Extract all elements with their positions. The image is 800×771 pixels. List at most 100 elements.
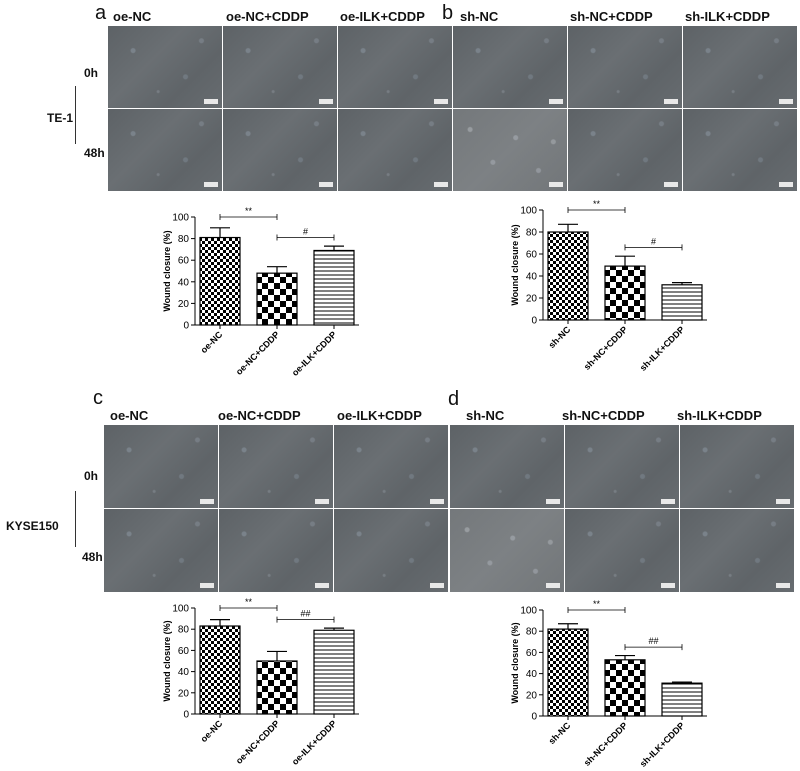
micrograph-kyse150-sh-nc-48h [449, 508, 565, 593]
bar [547, 231, 589, 321]
scale-bar [200, 499, 214, 504]
micrograph-kyse150-oe-ilk-cddp-48h [333, 508, 449, 593]
micrograph-te1-oe-ilk-cddp-0h [337, 25, 453, 109]
scale-bar [434, 99, 448, 104]
y-tick-label: 20 [526, 690, 538, 701]
bar [547, 628, 589, 717]
scale-bar [319, 99, 333, 104]
y-tick-label: 100 [520, 606, 537, 617]
bar [256, 272, 298, 326]
y-tick-label: 60 [526, 250, 538, 261]
y-tick-label: 100 [172, 604, 189, 615]
scale-bar [776, 583, 790, 588]
scale-bar [776, 499, 790, 504]
column-label: sh-ILK+CDDP [677, 408, 762, 423]
scale-bar [779, 182, 793, 187]
bar [604, 659, 646, 717]
y-tick-label: 40 [526, 669, 538, 680]
micrograph-te1-sh-nc-0h [452, 25, 568, 109]
micrograph-te1-sh-ilk-cddp-0h [682, 25, 798, 109]
micrograph-te1-sh-nc-cddp-48h [567, 108, 683, 192]
y-tick-label: 0 [531, 712, 537, 723]
bar [199, 236, 241, 326]
micrograph-kyse150-sh-nc-cddp-0h [564, 424, 680, 509]
significance-label: ## [300, 609, 310, 619]
y-tick-label: 20 [178, 299, 190, 310]
cell-line-label: KYSE150 [6, 519, 59, 533]
row-label-0h: 0h [84, 66, 99, 80]
scale-bar [549, 182, 563, 187]
significance-label: ** [593, 599, 601, 609]
y-tick-label: 80 [178, 625, 190, 636]
scale-bar [661, 583, 675, 588]
micrograph-te1-oe-nc-48h [107, 108, 223, 192]
significance-label: ## [648, 636, 658, 646]
panel-letter-c: c [93, 387, 103, 409]
x-tick-label: sh-ILK+CDDP [638, 720, 687, 769]
row-divider-line [75, 491, 76, 547]
panel-letter-d: d [448, 388, 460, 410]
scale-bar [546, 583, 560, 588]
bar-chart-c: 0 20 40 60 80 100 Wound closure (%) oe-NC oe-NC+… [160, 596, 370, 771]
y-tick-label: 0 [183, 710, 189, 721]
scale-bar [549, 99, 563, 104]
bar [199, 625, 241, 715]
scale-bar [204, 99, 218, 104]
scale-bar [661, 499, 675, 504]
micrograph-kyse150-oe-nc-cddp-48h [218, 508, 334, 593]
scale-bar [319, 182, 333, 187]
bar-chart-b: 0 20 40 60 80 100 Wound closure (%) sh-NC sh-NC+… [508, 198, 718, 383]
y-axis-label: Wound closure (%) [162, 230, 172, 311]
scale-bar [546, 499, 560, 504]
y-tick-label: 100 [520, 206, 537, 217]
x-tick-label: oe-NC [199, 329, 225, 355]
x-tick-label: sh-NC+CDDP [582, 720, 630, 768]
bar-chart-a: 0 20 40 60 80 100 Wound closure (%) oe-NC oe-NC+… [160, 205, 370, 385]
y-tick-label: 80 [178, 234, 190, 245]
significance-label: ** [593, 199, 601, 209]
scale-bar [204, 182, 218, 187]
y-tick-label: 80 [526, 627, 538, 638]
bar [313, 629, 355, 715]
column-label: sh-ILK+CDDP [685, 9, 770, 24]
micrograph-kyse150-sh-nc-0h [449, 424, 565, 509]
x-tick-label: sh-NC+CDDP [582, 324, 630, 372]
x-tick-label: oe-ILK+CDDP [290, 329, 339, 378]
micrograph-te1-sh-nc-cddp-0h [567, 25, 683, 109]
scale-bar [315, 583, 329, 588]
micrograph-te1-sh-ilk-cddp-48h [682, 108, 798, 192]
scale-bar [664, 99, 678, 104]
significance-label: # [651, 236, 656, 246]
significance-label: ** [245, 206, 253, 216]
micrograph-kyse150-oe-ilk-cddp-0h [333, 424, 449, 509]
bar [313, 249, 355, 326]
micrograph-te1-oe-nc-0h [107, 25, 223, 109]
y-tick-label: 40 [178, 277, 190, 288]
bar [661, 284, 703, 321]
bar [604, 265, 646, 321]
row-label-0h: 0h [84, 469, 99, 483]
y-tick-label: 60 [178, 256, 190, 267]
row-label-48h: 48h [82, 550, 103, 564]
micrograph-kyse150-sh-nc-cddp-48h [564, 508, 680, 593]
y-tick-label: 40 [178, 667, 190, 678]
scale-bar [430, 499, 444, 504]
panel-letter-b: b [442, 2, 454, 24]
y-axis-label: Wound closure (%) [162, 620, 172, 701]
x-tick-label: oe-ILK+CDDP [290, 718, 339, 767]
column-label: sh-NC [460, 9, 499, 24]
column-label: sh-NC [466, 408, 505, 423]
scale-bar [200, 583, 214, 588]
micrograph-te1-oe-nc-cddp-48h [222, 108, 338, 192]
y-tick-label: 20 [178, 688, 190, 699]
y-tick-label: 60 [526, 648, 538, 659]
bar [256, 660, 298, 715]
micrograph-kyse150-oe-nc-cddp-0h [218, 424, 334, 509]
y-axis-label: Wound closure (%) [510, 224, 520, 305]
x-tick-label: oe-NC+CDDP [234, 329, 282, 377]
column-label: oe-NC+CDDP [226, 9, 309, 24]
bar-chart-d: 0 20 40 60 80 100 Wound closure (%) sh-NC sh-NC+… [508, 598, 718, 771]
scale-bar [434, 182, 448, 187]
scale-bar [664, 182, 678, 187]
